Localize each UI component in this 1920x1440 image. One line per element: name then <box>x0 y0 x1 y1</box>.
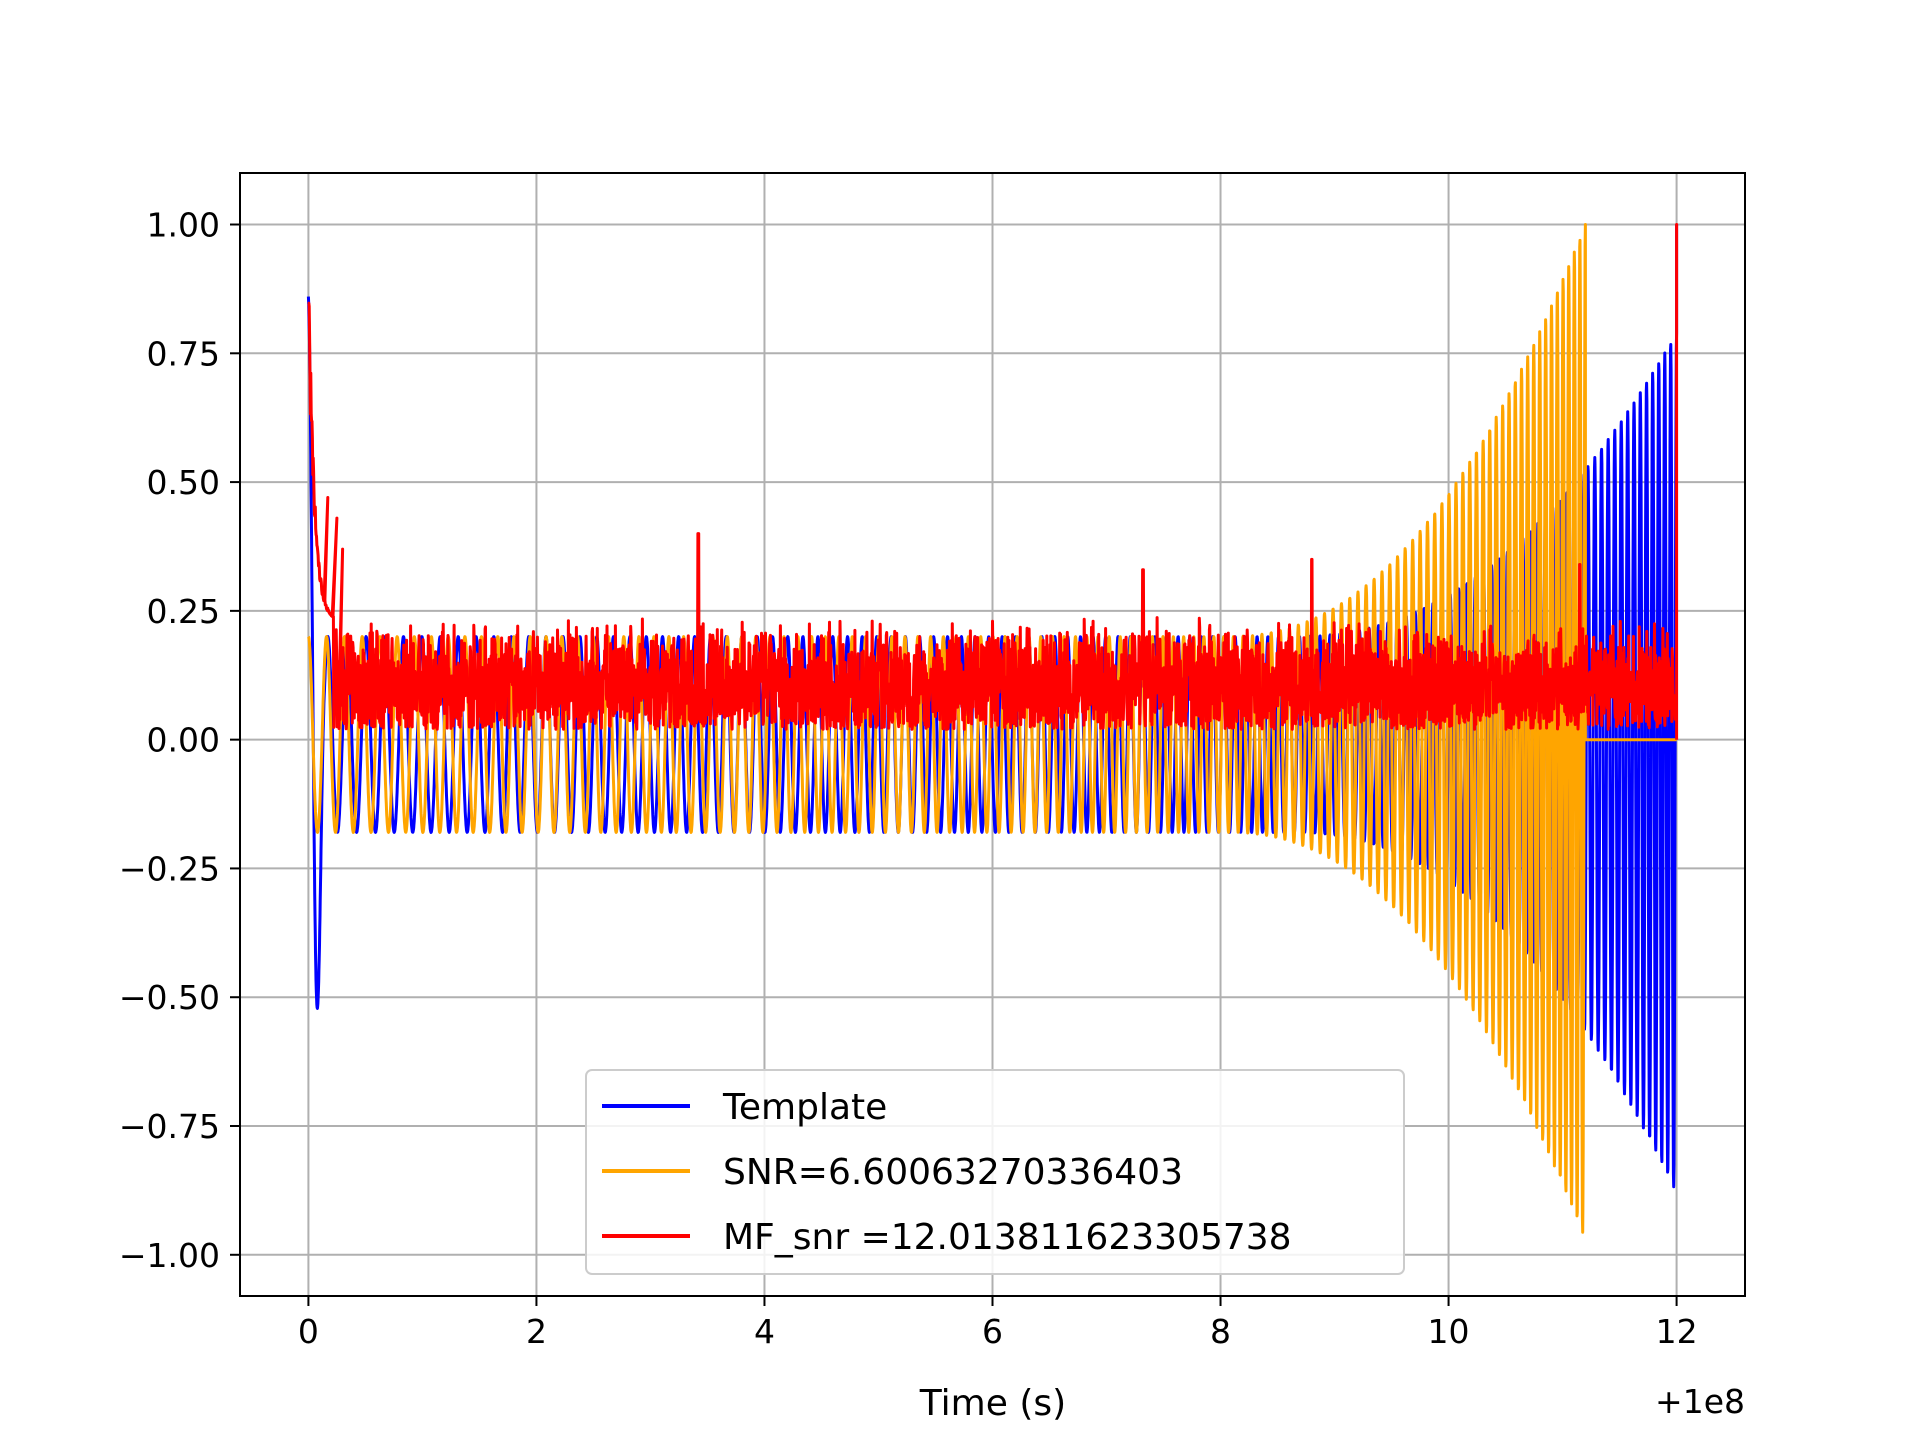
x-tick-label: 8 <box>1210 1312 1231 1351</box>
legend: Template SNR=6.60063270336403 MF_snr =12… <box>585 1069 1405 1275</box>
x-tick-label: 0 <box>298 1312 319 1351</box>
y-tick-label: 0.75 <box>147 334 220 373</box>
y-tick-label: 0.00 <box>147 721 220 760</box>
series-line-mf-snr <box>307 223 1679 740</box>
y-tick-label: −0.50 <box>119 978 220 1017</box>
legend-label-snr: SNR=6.60063270336403 <box>723 1152 1183 1193</box>
y-tick-label: −0.25 <box>119 849 220 888</box>
x-tick-label: 4 <box>754 1312 775 1351</box>
legend-label-template: Template <box>722 1087 887 1128</box>
legend-label-mf-snr: MF_snr =12.013811623305738 <box>723 1217 1292 1258</box>
x-axis: 0 2 4 6 8 10 12 <box>298 1296 1698 1351</box>
y-axis: 1.00 0.75 0.50 0.25 0.00 −0.25 −0.50 −0.75 −1.00 <box>119 206 240 1275</box>
y-tick-label: −0.75 <box>119 1107 220 1146</box>
x-tick-label: 10 <box>1428 1312 1470 1351</box>
legend-box <box>585 1069 1405 1275</box>
x-axis-offset: +1e8 <box>1655 1382 1745 1421</box>
x-tick-label: 2 <box>526 1312 547 1351</box>
series-line-snr <box>307 223 1677 1234</box>
x-axis-label: Time (s) <box>919 1383 1066 1424</box>
y-tick-label: −1.00 <box>119 1236 220 1275</box>
x-tick-label: 6 <box>982 1312 1003 1351</box>
y-tick-label: 0.50 <box>147 463 220 502</box>
y-tick-label: 1.00 <box>147 206 220 245</box>
series-layer <box>306 223 1679 1234</box>
x-tick-label: 12 <box>1656 1312 1698 1351</box>
y-tick-label: 0.25 <box>147 592 220 631</box>
